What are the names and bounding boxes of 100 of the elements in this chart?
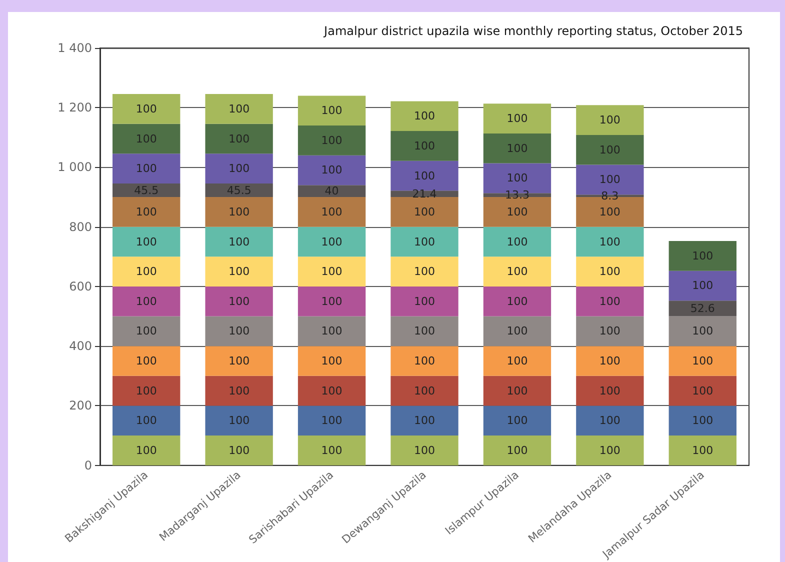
bar [390, 436, 458, 466]
data-label: 100 [599, 414, 620, 428]
data-label: 100 [599, 205, 620, 218]
data-label: 100 [506, 384, 528, 398]
data-label: 100 [506, 112, 528, 126]
data-label: 100 [414, 265, 435, 278]
data-label: 100 [228, 132, 250, 146]
data-label: 100 [414, 444, 435, 457]
data-label: 100 [321, 414, 342, 428]
bar [112, 226, 180, 257]
bar [112, 256, 180, 286]
data-label: 21.4 [412, 187, 437, 200]
bar [668, 316, 736, 346]
data-label: 100 [692, 324, 714, 338]
bar [576, 376, 644, 406]
y-tick-label: 600 [69, 279, 92, 294]
data-label: 100 [228, 205, 250, 218]
data-label: 100 [599, 354, 620, 368]
data-label: 100 [228, 235, 250, 248]
data-label: 100 [228, 162, 250, 176]
bar [483, 346, 552, 376]
data-label: 100 [599, 384, 620, 398]
bar [112, 436, 180, 466]
bar [390, 226, 458, 257]
data-label: 100 [692, 384, 714, 398]
data-label: 100 [136, 265, 157, 278]
data-label: 100 [414, 235, 435, 248]
data-label: 100 [599, 173, 620, 186]
bar [390, 406, 458, 436]
data-label: 100 [136, 324, 157, 338]
data-label: 100 [692, 279, 714, 292]
bar [576, 134, 644, 165]
bar [205, 406, 273, 436]
data-label: 100 [228, 444, 250, 457]
bar [205, 286, 273, 316]
data-label: 100 [506, 414, 528, 428]
data-label: 45.5 [134, 184, 159, 197]
bar [390, 197, 458, 227]
data-label: 100 [321, 164, 342, 177]
data-label: 100 [506, 265, 528, 278]
bar [112, 406, 180, 436]
data-label: 100 [321, 265, 342, 278]
data-label: 100 [321, 294, 342, 308]
data-label: 100 [136, 384, 157, 398]
bar [205, 94, 273, 124]
bar [298, 197, 366, 227]
data-label: 100 [414, 384, 435, 398]
bar [576, 316, 644, 346]
bar [390, 286, 458, 316]
bar [668, 300, 736, 316]
bar [390, 160, 458, 191]
bar [298, 185, 366, 198]
data-label: 45.5 [226, 184, 252, 197]
data-label: 100 [506, 235, 528, 248]
bar [576, 226, 644, 257]
bar [205, 197, 273, 227]
data-label: 100 [414, 139, 435, 152]
data-label: 100 [414, 110, 435, 123]
bar [390, 256, 458, 286]
data-label: 8.3 [601, 189, 619, 202]
bar [112, 154, 180, 184]
bar [112, 183, 180, 198]
bar [298, 406, 366, 436]
data-label: 100 [321, 384, 342, 398]
bar [483, 436, 552, 466]
bar [205, 346, 273, 376]
bar [576, 436, 644, 466]
data-label: 100 [506, 294, 528, 308]
data-label: 100 [506, 142, 528, 155]
bar [205, 183, 273, 198]
y-tick-label: 0 [84, 458, 92, 472]
data-label: 100 [136, 132, 157, 146]
data-label: 52.6 [690, 302, 715, 315]
bar [390, 376, 458, 406]
y-tick-label: 200 [69, 398, 92, 413]
data-label: 100 [414, 294, 435, 308]
bar [668, 270, 736, 301]
data-label: 100 [321, 134, 342, 147]
data-label: 100 [136, 205, 157, 218]
data-label: 100 [321, 324, 342, 338]
data-label: 100 [692, 414, 714, 428]
bar [483, 226, 552, 257]
data-label: 100 [599, 114, 620, 127]
data-label: 100 [599, 324, 620, 338]
data-label: 100 [136, 102, 157, 116]
data-label: 100 [599, 143, 620, 156]
bar [576, 105, 644, 135]
bar [112, 316, 180, 346]
y-tick-label: 1 400 [58, 41, 92, 55]
data-label: 100 [599, 294, 620, 308]
data-label: 100 [136, 354, 157, 368]
y-tick-label: 1 000 [58, 160, 92, 174]
bar [390, 131, 458, 161]
data-label: 100 [228, 294, 250, 308]
bar [668, 241, 736, 271]
data-label: 100 [692, 354, 714, 368]
bar [576, 346, 644, 376]
data-label: 100 [228, 265, 250, 278]
bar [205, 226, 273, 257]
data-label: 100 [414, 354, 435, 368]
